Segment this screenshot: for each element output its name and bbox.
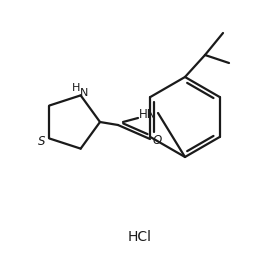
Text: O: O	[152, 134, 162, 147]
Text: HCl: HCl	[128, 230, 152, 244]
Text: HN: HN	[139, 108, 157, 121]
Text: N: N	[80, 88, 88, 98]
Text: H: H	[71, 83, 80, 93]
Text: S: S	[38, 135, 45, 148]
